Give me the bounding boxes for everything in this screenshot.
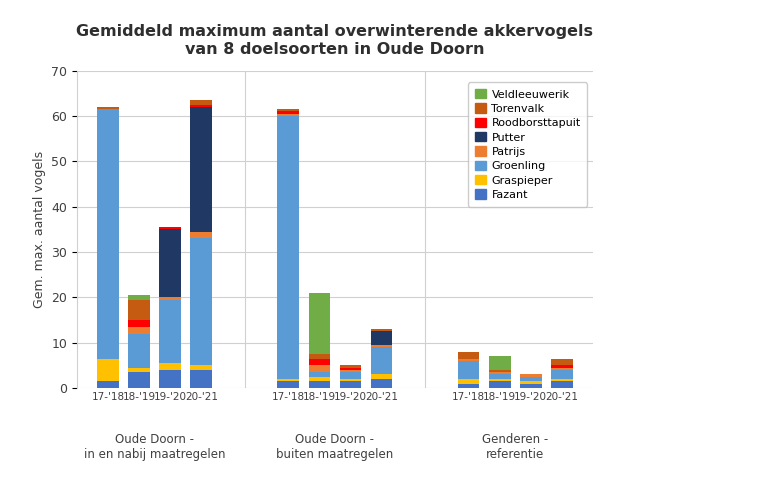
- Bar: [340, 372, 361, 379]
- Bar: [551, 370, 573, 379]
- Bar: [551, 359, 573, 365]
- Bar: [457, 379, 480, 384]
- Bar: [370, 345, 393, 347]
- Bar: [159, 229, 181, 297]
- Bar: [309, 365, 330, 372]
- Bar: [277, 109, 300, 111]
- Bar: [97, 107, 119, 109]
- Bar: [340, 365, 361, 368]
- Bar: [309, 372, 330, 377]
- Bar: [97, 359, 119, 382]
- Bar: [129, 295, 150, 299]
- Bar: [551, 365, 573, 368]
- Bar: [159, 297, 181, 299]
- Bar: [370, 374, 393, 379]
- Bar: [457, 359, 480, 361]
- Bar: [489, 382, 511, 388]
- Bar: [457, 384, 480, 388]
- Bar: [159, 370, 181, 388]
- Bar: [520, 374, 541, 377]
- Bar: [159, 363, 181, 370]
- Bar: [340, 370, 361, 372]
- Bar: [309, 377, 330, 382]
- Bar: [489, 379, 511, 382]
- Bar: [309, 354, 330, 359]
- Bar: [129, 320, 150, 327]
- Bar: [457, 352, 480, 359]
- Bar: [309, 382, 330, 388]
- Bar: [190, 365, 213, 370]
- Bar: [520, 384, 541, 388]
- Bar: [551, 379, 573, 382]
- Bar: [190, 107, 213, 232]
- Bar: [340, 379, 361, 382]
- Bar: [489, 356, 511, 370]
- Bar: [340, 368, 361, 370]
- Bar: [277, 114, 300, 116]
- Legend: Veldleeuwerik, Torenvalk, Roodborsttapuit, Putter, Patrijs, Groenling, Graspiepe: Veldleeuwerik, Torenvalk, Roodborsttapui…: [468, 83, 588, 207]
- Bar: [309, 293, 330, 354]
- Bar: [190, 238, 213, 365]
- Bar: [340, 382, 361, 388]
- Bar: [129, 327, 150, 334]
- Y-axis label: Gem. max. aantal vogels: Gem. max. aantal vogels: [32, 151, 45, 308]
- Bar: [190, 105, 213, 107]
- Title: Gemiddeld maximum aantal overwinterende akkervogels
van 8 doelsoorten in Oude Do: Gemiddeld maximum aantal overwinterende …: [76, 25, 594, 57]
- Bar: [489, 372, 511, 374]
- Bar: [190, 232, 213, 238]
- Bar: [97, 382, 119, 388]
- Bar: [489, 370, 511, 372]
- Bar: [370, 332, 393, 345]
- Bar: [520, 382, 541, 384]
- Bar: [551, 368, 573, 370]
- Bar: [489, 374, 511, 379]
- Bar: [129, 299, 150, 320]
- Bar: [457, 361, 480, 379]
- Bar: [277, 111, 300, 114]
- Bar: [129, 368, 150, 372]
- Bar: [159, 227, 181, 229]
- Bar: [277, 116, 300, 379]
- Bar: [159, 299, 181, 363]
- Text: Genderen -
referentie: Genderen - referentie: [482, 432, 548, 461]
- Bar: [370, 347, 393, 374]
- Bar: [97, 109, 119, 359]
- Bar: [190, 100, 213, 105]
- Bar: [551, 382, 573, 388]
- Bar: [309, 359, 330, 365]
- Bar: [370, 329, 393, 332]
- Bar: [190, 370, 213, 388]
- Text: Oude Doorn -
in en nabij maatregelen: Oude Doorn - in en nabij maatregelen: [84, 432, 226, 461]
- Bar: [277, 382, 300, 388]
- Bar: [370, 379, 393, 388]
- Bar: [129, 334, 150, 368]
- Bar: [520, 377, 541, 382]
- Text: Oude Doorn -
buiten maatregelen: Oude Doorn - buiten maatregelen: [276, 432, 393, 461]
- Bar: [129, 372, 150, 388]
- Bar: [277, 379, 300, 382]
